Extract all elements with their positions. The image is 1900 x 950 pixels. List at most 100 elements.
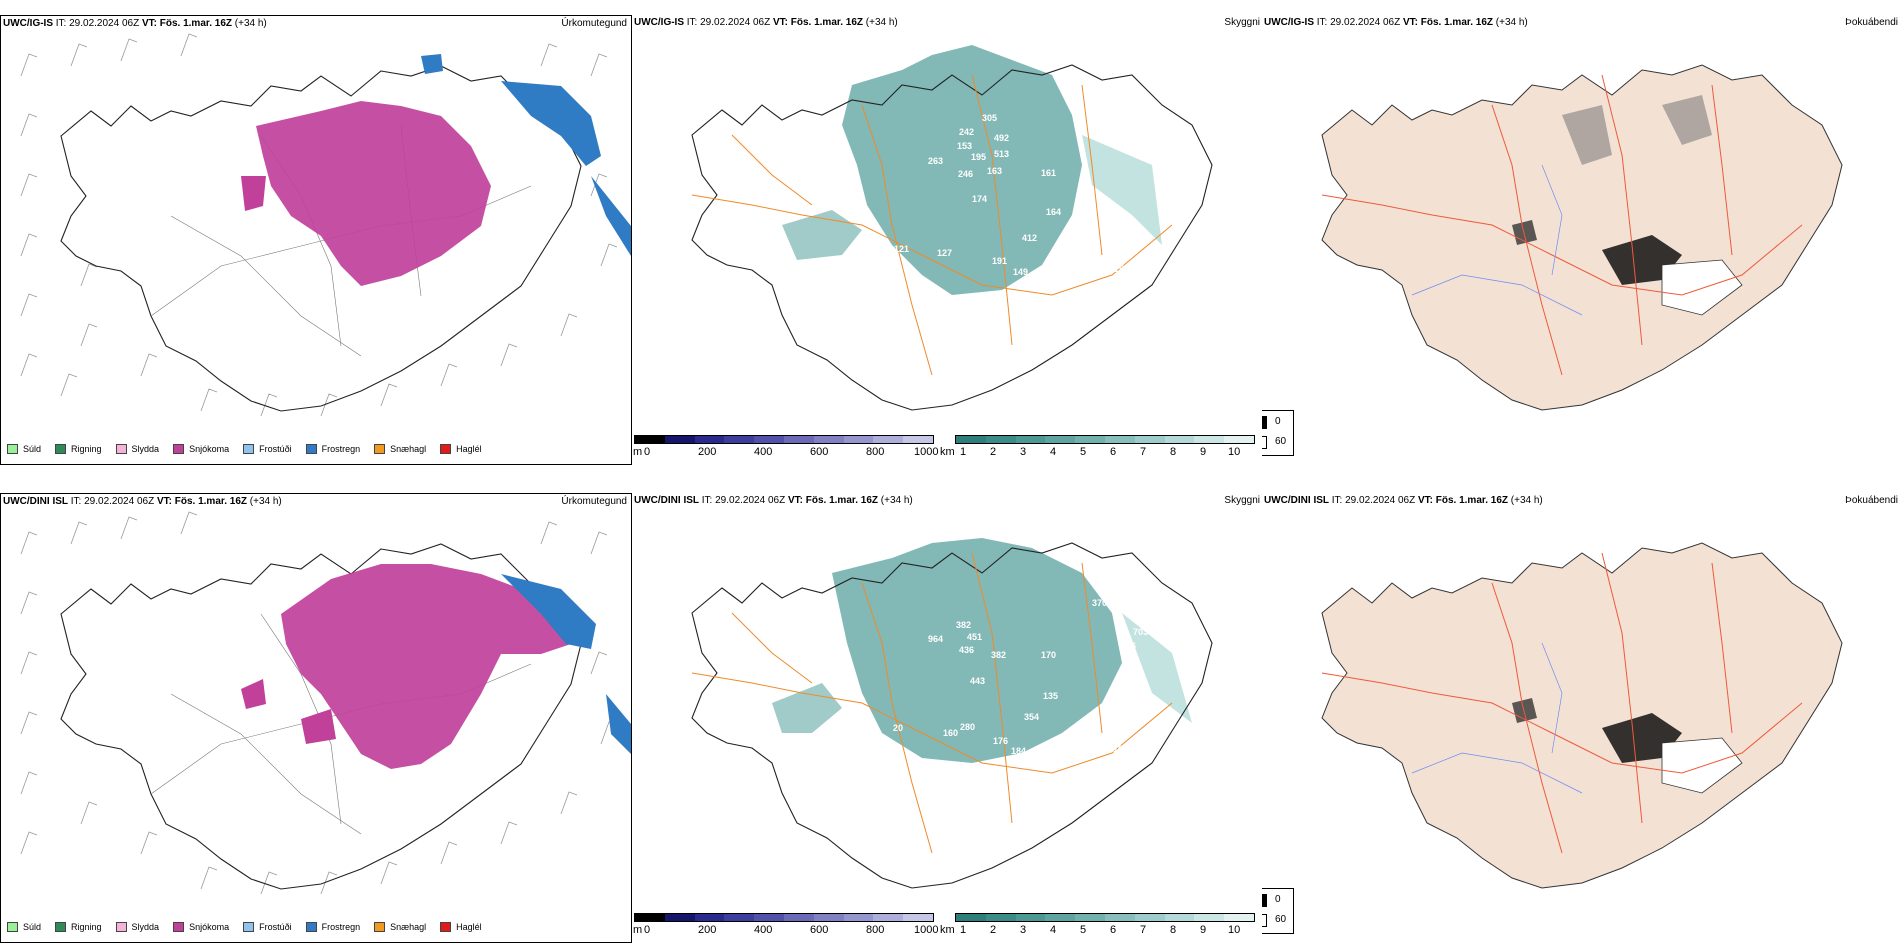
- visibility-map-ig: [691, 45, 1213, 411]
- elevation-label: 153: [957, 141, 973, 151]
- elevation-label: 237: [1106, 719, 1122, 729]
- elevation-label: 191: [992, 256, 1008, 266]
- visibility-tick: 7: [1140, 446, 1147, 458]
- colorbar-cell: [694, 914, 725, 921]
- colorbar-cell: [985, 914, 1016, 921]
- visibility-title: Skyggni: [1224, 495, 1260, 506]
- vt-label: VT:: [156, 496, 172, 507]
- freezing-rain-area: [591, 176, 631, 256]
- elevation-tick: 0: [644, 446, 651, 458]
- precip-legend: Súld Rigning Slydda Snjókoma Frostúði Fr…: [7, 922, 482, 932]
- colorbar-cell: [724, 914, 755, 921]
- elevation-label: 492: [994, 133, 1010, 143]
- legend-label: Slydda: [131, 922, 160, 932]
- precip-type-map-ig: [20, 33, 631, 417]
- fog-legend-swatch: [1262, 914, 1267, 927]
- legend-label: Slydda: [131, 444, 160, 454]
- fog-white: [1661, 259, 1743, 316]
- visibility-shading: [842, 45, 1082, 295]
- legend-swatch: [7, 444, 18, 454]
- elevation-label: 155: [1114, 264, 1130, 274]
- visibility-tick: 8: [1170, 924, 1177, 936]
- elevation-label: 245: [1110, 240, 1126, 250]
- elevation-label: 436: [959, 645, 975, 655]
- vt-value: Fös. 1.mar. 16Z: [1420, 17, 1494, 28]
- legend-label: Súld: [23, 444, 42, 454]
- elevation-label: 176: [993, 736, 1009, 746]
- wind-barbs: [20, 511, 618, 895]
- precip-legend: Súld Rigning Slydda Snjókoma Frostúði Fr…: [7, 444, 482, 454]
- legend-swatch: [374, 922, 386, 932]
- visibility-tick: 3: [1020, 446, 1027, 458]
- road-network: [691, 74, 1173, 376]
- visibility-tick: 5: [1080, 446, 1087, 458]
- legend-label: Frostregn: [321, 444, 361, 454]
- visibility-title: Skyggni: [1224, 17, 1260, 28]
- fog-legend-label: 60: [1275, 914, 1287, 925]
- elevation-label: 127: [937, 248, 953, 258]
- legend-label: Haglél: [456, 444, 482, 454]
- fog-legend-label: 0: [1275, 416, 1281, 427]
- elevation-label: 964: [928, 634, 944, 644]
- fog-indicator-map-dini: [1321, 542, 1843, 889]
- visibility-tick: 2: [990, 446, 997, 458]
- colorbar-cell: [1045, 436, 1076, 443]
- freezing-rain-area: [421, 54, 443, 74]
- elevation-tick: 400: [754, 446, 773, 458]
- fog-legend-swatch: [1262, 894, 1267, 907]
- colorbar-cell: [694, 436, 725, 443]
- fog-legend: 0 60: [1262, 410, 1294, 456]
- vt-value: Fös. 1.mar. 16Z: [159, 18, 233, 29]
- legend-item: Rigning: [55, 922, 102, 932]
- snow-area: [241, 176, 266, 211]
- elevation-label: 170: [1041, 650, 1057, 660]
- fog-grey: [1562, 105, 1612, 165]
- model-name: UWC/DINI ISL: [1264, 495, 1329, 506]
- elevation-label: 184: [1011, 746, 1027, 756]
- visibility-colorbar-strip: [955, 913, 1255, 922]
- elevation-tick: 400: [754, 924, 773, 936]
- legend-label: Rigning: [71, 922, 102, 932]
- colorbar-cell: [1045, 914, 1076, 921]
- legend-item: Snæhagl: [374, 922, 426, 932]
- visibility-shading: [832, 538, 1122, 763]
- elevation-unit: m: [633, 924, 643, 936]
- colorbar-cell: [664, 914, 695, 921]
- elevation-label: 513: [994, 149, 1010, 159]
- colorbar-cell: [754, 914, 784, 921]
- lead-time: (+34 h): [1495, 17, 1528, 28]
- elevation-label: 120: [1054, 743, 1070, 753]
- colorbar-cell: [1164, 436, 1195, 443]
- it-value: 29.02.2024 06Z: [84, 496, 155, 507]
- colorbar-cell: [635, 436, 665, 443]
- colorbar-cell: [813, 914, 844, 921]
- colorbar-cell: [903, 914, 933, 921]
- panel-title: UWC/IG-IS IT: 29.02.2024 06Z VT: Fös. 1.…: [1264, 17, 1528, 28]
- colorbar-cell: [783, 914, 814, 921]
- elevation-label: 360: [1089, 122, 1105, 132]
- colorbar-cell: [1015, 914, 1046, 921]
- visibility-tick: 6: [1110, 446, 1117, 458]
- model-name: UWC/DINI ISL: [3, 496, 68, 507]
- legend-swatch: [115, 444, 127, 454]
- colorbar-cell: [1194, 436, 1225, 443]
- iceland-outline: [691, 64, 1213, 411]
- fog-legend-swatch: [1262, 436, 1267, 449]
- colorbar-cell: [1134, 436, 1165, 443]
- elevation-label: 263: [928, 156, 944, 166]
- legend-item: Slydda: [115, 444, 160, 454]
- iceland-outline: [60, 65, 582, 412]
- elevation-label: 174: [972, 194, 988, 204]
- legend-label: Snjókoma: [189, 444, 230, 454]
- visibility-tick: 7: [1140, 924, 1147, 936]
- precip-type-panel-dini: UWC/DINI ISL IT: 29.02.2024 06Z VT: Fös.…: [0, 493, 632, 943]
- it-value: 29.02.2024 06Z: [1330, 17, 1401, 28]
- fog-legend: 0 60: [1262, 888, 1294, 934]
- legend-swatch: [173, 444, 185, 454]
- colorbar-cell: [1075, 914, 1105, 921]
- elevation-tick: 600: [810, 446, 829, 458]
- colorbar-cell: [873, 436, 904, 443]
- it-value: 29.02.2024 06Z: [715, 495, 786, 506]
- elevation-tick: 0: [644, 924, 651, 936]
- elevation-tick: 1000: [914, 924, 939, 936]
